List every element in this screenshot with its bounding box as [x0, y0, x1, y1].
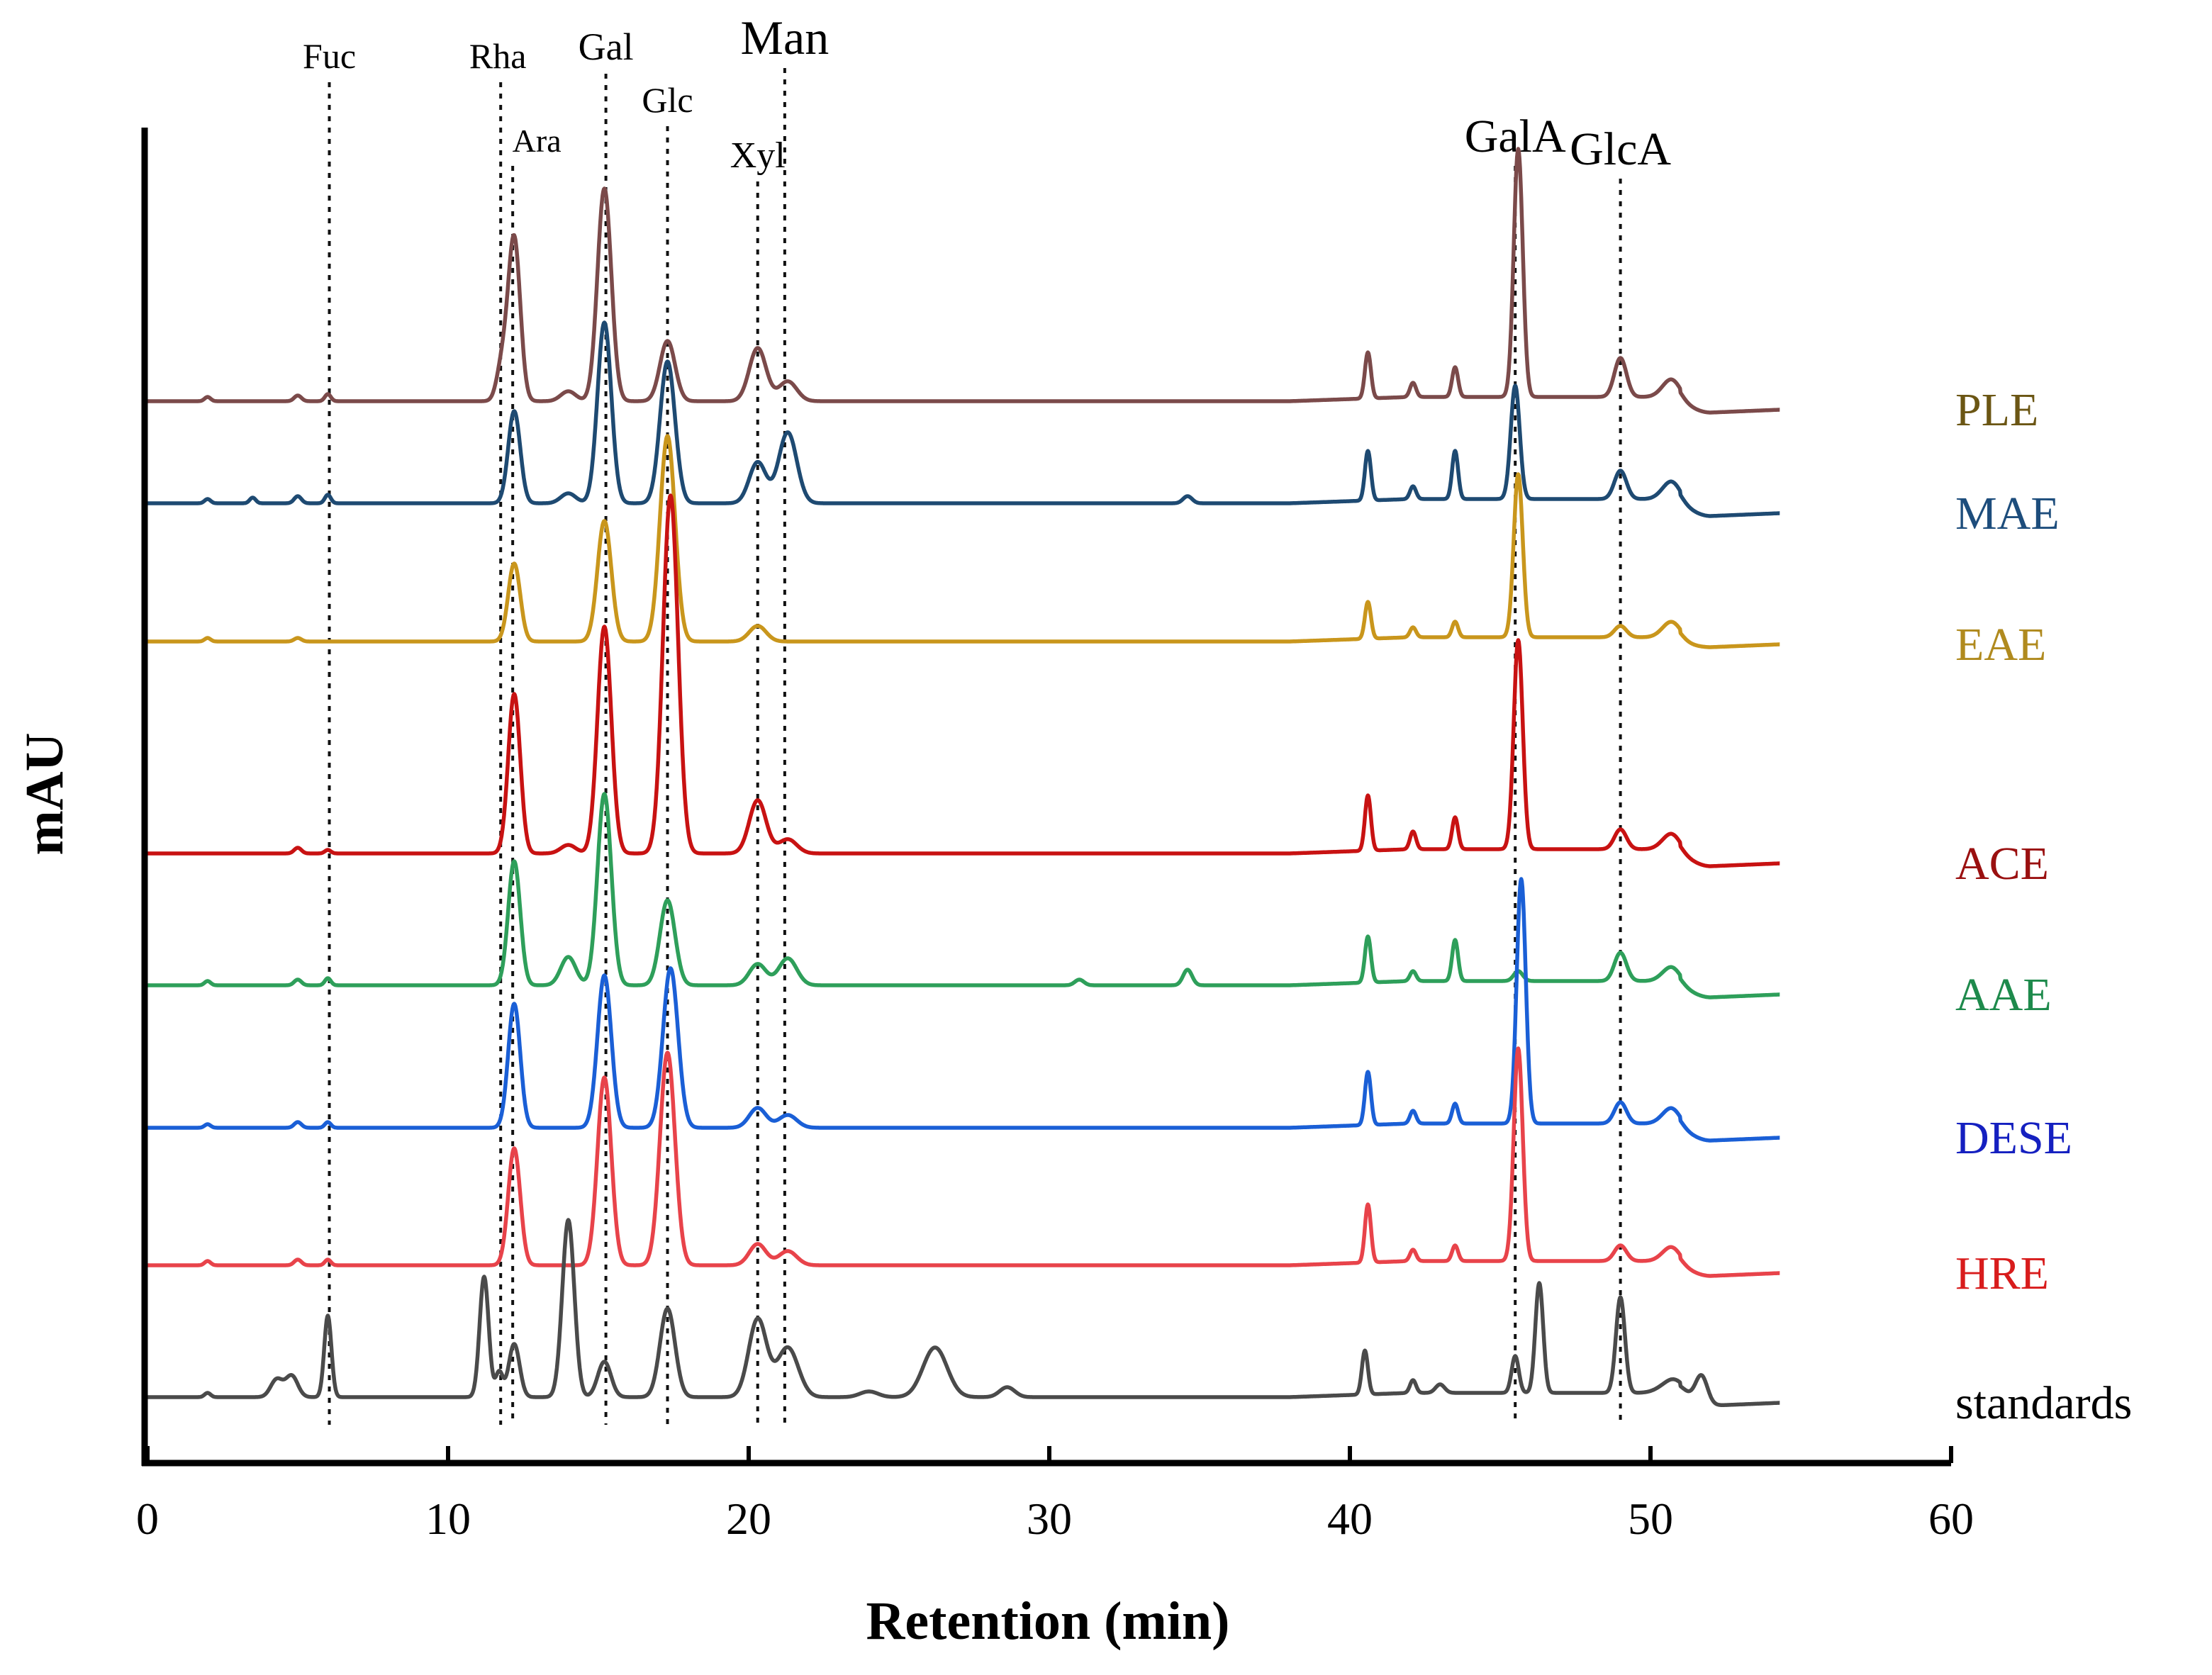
trace-ple: [146, 147, 1782, 415]
marker-label-ara: Ara: [513, 123, 562, 159]
x-tick-label-50: 50: [1628, 1494, 1673, 1544]
marker-label-fuc: Fuc: [303, 36, 356, 76]
marker-label-glca: GlcA: [1570, 123, 1671, 175]
x-tick-label-10: 10: [425, 1494, 471, 1544]
x-ticks: 0 10 20 30 40 50 60: [136, 1446, 1974, 1544]
series-traces: PLE MAE EAE ACE AAE DESE HRE standards: [146, 147, 2132, 1429]
x-tick-label-60: 60: [1928, 1494, 1974, 1544]
trace-ace: [146, 493, 1782, 868]
series-label-ple: PLE: [1955, 384, 2038, 436]
x-axis-title: Retention (min): [866, 1591, 1230, 1651]
marker-label-gala: GalA: [1465, 111, 1566, 162]
x-tick-label-0: 0: [136, 1494, 159, 1544]
trace-standards: [146, 1218, 1782, 1407]
series-label-aae: AAE: [1955, 969, 2052, 1021]
marker-label-xyl: Xyl: [730, 135, 786, 176]
series-label-ace: ACE: [1955, 838, 2049, 890]
series-label-eae: EAE: [1955, 619, 2046, 671]
marker-label-man: Man: [741, 11, 830, 65]
series-label-dese: DESE: [1955, 1112, 2072, 1164]
trace-hre: [146, 1046, 1782, 1278]
marker-label-rha: Rha: [469, 36, 527, 76]
trace-aae: [146, 792, 1782, 999]
x-tick-label-20: 20: [726, 1494, 771, 1544]
x-tick-label-40: 40: [1327, 1494, 1373, 1544]
y-axis-title: mAU: [15, 732, 74, 855]
trace-mae: [146, 320, 1782, 518]
trace-eae: [146, 434, 1782, 649]
trace-dese: [146, 877, 1782, 1143]
series-label-mae: MAE: [1955, 488, 2060, 539]
series-label-hre: HRE: [1955, 1248, 2049, 1299]
series-label-standards: standards: [1955, 1377, 2132, 1429]
marker-label-gal: Gal: [579, 26, 634, 68]
marker-label-glc: Glc: [642, 80, 693, 120]
x-tick-label-30: 30: [1027, 1494, 1072, 1544]
